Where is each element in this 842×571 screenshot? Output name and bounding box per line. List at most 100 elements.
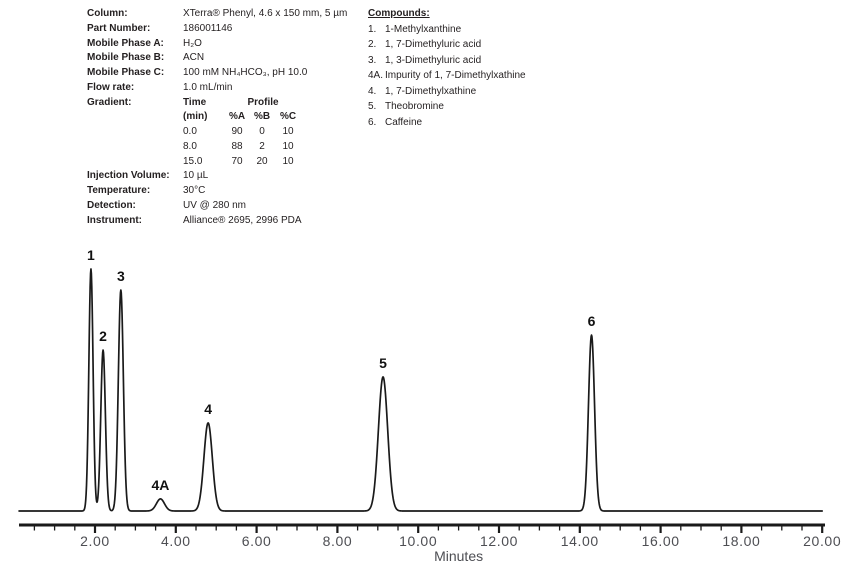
compound-name: 1, 7-Dimethylxathine [385, 85, 477, 97]
gradient-cell: 90 [231, 126, 243, 137]
method-value: XTerra® Phenyl, 4.6 x 150 mm, 5 µm [183, 8, 348, 19]
compound-number: 2. [368, 39, 377, 50]
method-label: Detection: [87, 199, 136, 211]
gradient-data-row: 8.0 88 2 10 [183, 141, 301, 156]
peak-label-2: 2 [99, 328, 107, 344]
x-axis-tick-label: 6.00 [242, 533, 272, 549]
gradient-cell: 88 [231, 140, 243, 152]
method-row-temperature: Temperature: 30°C [87, 185, 347, 200]
gradient-time-header: Time [183, 96, 207, 108]
gradient-data-row: 0.0 90 0 10 [183, 126, 301, 141]
peak-label-5: 5 [379, 355, 387, 371]
x-axis-tick-label: 16.00 [642, 533, 680, 549]
method-label: Gradient: [87, 96, 132, 108]
method-value: 30°C [183, 185, 206, 196]
x-axis-title: Minutes [434, 548, 483, 564]
chromatogram-trace [18, 268, 824, 512]
compound-legend: Compounds: 1. 1-Methylxanthine 2. 1, 7-D… [368, 8, 526, 132]
method-value: Alliance® 2695, 2996 PDA [183, 214, 302, 226]
x-axis-tick-label: 4.00 [161, 533, 191, 549]
method-value: 10 µL [183, 170, 209, 182]
compound-item-4: 4. 1, 7-Dimethylxathine [368, 86, 526, 102]
method-value: 1.0 mL/min [183, 81, 233, 93]
gradient-cell: 10 [282, 126, 294, 137]
method-row-mobile-phase-c: Mobile Phase C: 100 mM NH₄HCO₃, pH 10.0 [87, 67, 347, 82]
compound-number: 6. [368, 116, 377, 128]
x-axis-tick-label: 10.00 [399, 533, 437, 549]
method-value: 100 mM NH₄HCO₃, pH 10.0 [183, 67, 308, 78]
x-axis-tick-label: 8.00 [323, 533, 353, 549]
gradient-cell: 2 [259, 140, 265, 152]
method-row-instrument: Instrument: Alliance® 2695, 2996 PDA [87, 215, 347, 230]
gradient-cell: 10 [282, 155, 294, 167]
gradient-header-row: Time Profile [183, 97, 301, 112]
compound-item-5: 5. Theobromine [368, 101, 526, 117]
x-axis-tick-label: 2.00 [80, 533, 110, 549]
compound-item-1: 1. 1-Methylxanthine [368, 24, 526, 40]
gradient-col-a: %A [228, 111, 246, 123]
compound-number: 5. [368, 101, 377, 112]
compound-item-6: 6. Caffeine [368, 117, 526, 133]
compound-name: Impurity of 1, 7-Dimethylxathine [385, 70, 526, 81]
method-label: Mobile Phase A: [87, 37, 164, 49]
x-axis-tick-label: 12.00 [480, 533, 518, 549]
compound-number: 4. [368, 85, 377, 97]
method-value: H₂O [183, 37, 202, 49]
method-row-injection-volume: Injection Volume: 10 µL [87, 170, 347, 185]
method-parameters: Column: XTerra® Phenyl, 4.6 x 150 mm, 5 … [87, 8, 347, 229]
peak-label-3: 3 [117, 268, 125, 284]
gradient-col-min: (min) [183, 111, 208, 123]
method-label: Part Number: [87, 22, 151, 34]
peak-label-1: 1 [87, 247, 95, 263]
gradient-cell: 8.0 [183, 140, 197, 152]
compound-item-4A: 4A. Impurity of 1, 7-Dimethylxathine [368, 70, 526, 86]
method-row-part-number: Part Number: 186001146 [87, 23, 347, 38]
gradient-cell: 0.0 [183, 126, 197, 137]
gradient-column-headers: (min) %A %B %C [183, 111, 301, 126]
peak-label-4: 4 [204, 401, 212, 417]
method-value: 186001146 [183, 22, 233, 34]
method-label: Flow rate: [87, 81, 135, 93]
gradient-cell: 10 [282, 140, 294, 152]
method-row-mobile-phase-b: Mobile Phase B: ACN [87, 52, 347, 67]
method-label: Injection Volume: [87, 170, 170, 182]
method-row-flow-rate: Flow rate: 1.0 mL/min [87, 82, 347, 97]
compound-item-3: 3. 1, 3-Dimethyluric acid [368, 55, 526, 71]
x-axis-tick-label: 20.00 [803, 533, 841, 549]
gradient-col-c: %C [279, 111, 297, 123]
compound-number: 4A. [368, 70, 384, 81]
compound-name: 1, 7-Dimethyluric acid [385, 39, 482, 50]
gradient-col-b: %B [253, 111, 271, 123]
x-axis-tick-label: 14.00 [561, 533, 599, 549]
compound-legend-title: Compounds: [368, 8, 430, 19]
method-label: Column: [87, 8, 128, 19]
method-label: Mobile Phase C: [87, 67, 165, 78]
gradient-cell: 20 [256, 155, 268, 167]
gradient-data-row: 15.0 70 20 10 [183, 156, 301, 171]
compound-name: 1-Methylxanthine [385, 23, 462, 35]
peak-label-4A: 4A [151, 477, 169, 493]
compound-item-2: 2. 1, 7-Dimethyluric acid [368, 39, 526, 55]
method-row-gradient: Gradient: Time Profile (min) %A %B %C 0.… [87, 97, 347, 171]
compound-name: Theobromine [385, 101, 444, 112]
compound-name: Caffeine [385, 116, 423, 128]
method-row-mobile-phase-a: Mobile Phase A: H₂O [87, 38, 347, 53]
gradient-profile-header: Profile [247, 96, 279, 108]
method-row-column: Column: XTerra® Phenyl, 4.6 x 150 mm, 5 … [87, 8, 347, 23]
method-label: Instrument: [87, 214, 142, 226]
gradient-cell: 0 [259, 126, 265, 137]
gradient-table: Time Profile (min) %A %B %C 0.0 90 0 10 … [183, 97, 301, 171]
chromatogram-chart: 2.00 4.00 6.00 8.00 10.00 12.00 14.00 16.00 18.0… [18, 247, 841, 564]
gradient-cell: 70 [231, 155, 243, 167]
x-axis-tick-label: 18.00 [722, 533, 760, 549]
method-value: UV @ 280 nm [183, 199, 246, 211]
method-label: Mobile Phase B: [87, 52, 165, 64]
compound-name: 1, 3-Dimethyluric acid [385, 54, 482, 66]
method-value: ACN [183, 52, 205, 64]
compound-number: 3. [368, 54, 377, 66]
compound-number: 1. [368, 23, 377, 35]
peak-label-6: 6 [588, 313, 596, 329]
gradient-cell: 15.0 [183, 155, 203, 167]
method-label: Temperature: [87, 185, 151, 196]
